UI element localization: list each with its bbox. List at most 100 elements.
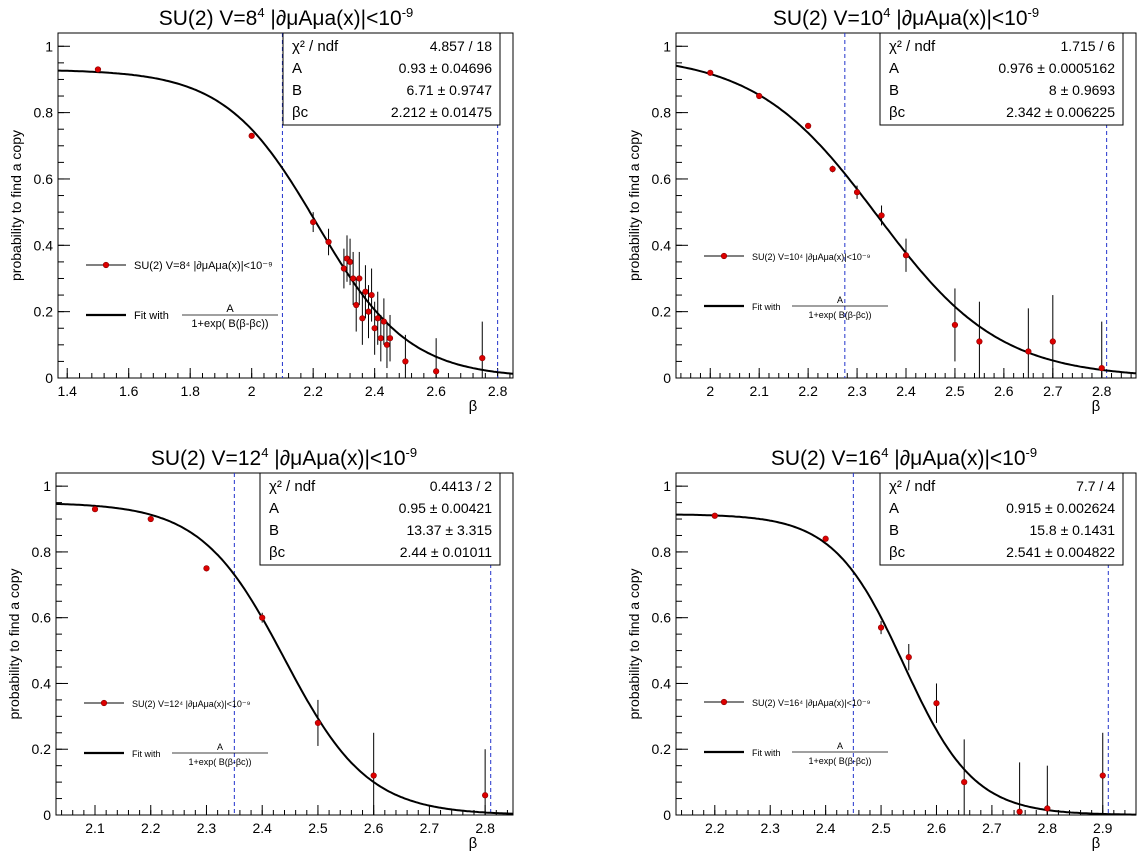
data-point (822, 535, 829, 542)
title-exponent: -9 (1028, 5, 1040, 20)
legend-fit-denominator: 1+exp( B(β-βc)) (191, 318, 268, 330)
legend-fit-label: Fit with (134, 310, 169, 322)
legend-data-label: SU(2) V=10⁴ |∂μAμa(x)|<10⁻⁹ (752, 252, 871, 262)
title-exponent: -9 (406, 445, 418, 460)
stats-label: χ² / ndf (269, 478, 316, 495)
data-point (353, 301, 360, 309)
stats-value: 13.37 ± 3.315 (406, 522, 492, 538)
y-tick-label: 0 (663, 370, 671, 386)
stats-value: 0.976 ± 0.0005162 (998, 60, 1115, 76)
data-point (1049, 338, 1056, 345)
data-point (374, 315, 381, 322)
stats-label: A (889, 60, 899, 77)
data-point (805, 122, 812, 129)
x-tick-label: 2.2 (303, 383, 323, 399)
title-text: |∂μAμa(x)|<10 (268, 447, 405, 470)
title-exponent: -9 (402, 5, 414, 20)
legend-fit-denominator: 1+exp( B(β-βc)) (808, 756, 871, 766)
x-tick-label: 1.6 (119, 383, 139, 399)
data-point (370, 772, 377, 779)
data-point (314, 719, 322, 727)
data-point (325, 238, 332, 246)
x-tick-label: 2.3 (197, 820, 217, 836)
chart-panel-4: SU(2) V=164 |∂μAμa(x)|<10-9 2.2 2.3 2.4 2.5 2… (626, 445, 1137, 852)
data-point (91, 506, 99, 513)
y-axis-label: probability to find a copy (626, 130, 642, 281)
chart-panel-2: SU(2) V=104 |∂μAμa(x)|<10-9 2 2.1 2.2 2.3 2.4… (626, 5, 1137, 415)
title-exponent: 4 (883, 5, 890, 20)
data-point (350, 275, 357, 282)
data-point (310, 218, 317, 226)
x-tick-label: 2.9 (1093, 820, 1113, 836)
x-tick-label: 2.4 (252, 820, 272, 836)
data-point (756, 92, 763, 100)
y-tick-label: 0.4 (652, 675, 672, 691)
data-point (383, 341, 391, 348)
data-point (368, 291, 375, 299)
x-tick-label: 2.7 (420, 820, 440, 836)
data-point (1025, 348, 1032, 355)
data-point (359, 315, 366, 322)
data-point (905, 654, 912, 661)
data-point (829, 165, 836, 173)
stats-label: βc (292, 104, 309, 121)
stats-label: B (269, 522, 279, 539)
y-tick-label: 0.6 (652, 171, 672, 187)
legend-data-marker (720, 698, 728, 706)
x-tick-label: 2.6 (927, 820, 947, 836)
x-tick-label: 1.4 (57, 383, 77, 399)
data-point (1016, 808, 1023, 815)
stats-box (259, 472, 501, 566)
x-tick-label: 2 (248, 383, 256, 399)
x-tick-label: 2.3 (760, 820, 780, 836)
x-tick-label: 2.8 (488, 383, 508, 399)
legend-fit-denominator: 1+exp( B(β-βc)) (808, 310, 871, 320)
stats-label: βc (269, 544, 286, 561)
data-point (933, 700, 940, 707)
stats-label: B (889, 522, 899, 539)
y-tick-label: 0.2 (652, 304, 672, 320)
x-tick-label: 2 (706, 383, 714, 399)
stats-value: 0.4413 / 2 (430, 478, 492, 494)
chart-title: SU(2) V=164 |∂μAμa(x)|<10-9 (771, 445, 1037, 470)
data-point (380, 318, 387, 325)
x-tick-label: 2.4 (816, 820, 836, 836)
fit-curve (55, 502, 514, 815)
legend-fit-label: Fit with (752, 302, 781, 312)
data-point (479, 354, 486, 362)
data-point (961, 779, 968, 786)
data-point (371, 325, 378, 332)
data-point (346, 258, 354, 265)
stats-label: A (889, 500, 899, 517)
x-tick-label: 2.8 (1038, 820, 1058, 836)
legend-data-marker (100, 699, 108, 707)
stats-box (282, 32, 501, 126)
stats-value: 2.44 ± 0.01011 (400, 544, 492, 560)
x-axis-label: β (1092, 398, 1101, 415)
stats-label: A (269, 500, 279, 517)
data-point (707, 69, 714, 76)
legend-fit-numerator: A (217, 742, 223, 752)
title-text: SU(2) V=12 (151, 447, 261, 470)
title-exponent: 4 (261, 445, 268, 460)
data-point (902, 252, 910, 259)
data-point (976, 338, 983, 345)
x-tick-label: 2.7 (1043, 383, 1063, 399)
stats-label: χ² / ndf (292, 38, 339, 55)
legend-fit-numerator: A (837, 741, 843, 751)
legend-data-label: SU(2) V=16⁴ |∂μAμa(x)|<10⁻⁹ (752, 698, 871, 708)
stats-value: 4.857 / 18 (430, 38, 492, 54)
data-point (365, 308, 372, 315)
data-point (147, 515, 154, 523)
legend-data-label: SU(2) V=12⁴ |∂μAμa(x)|<10⁻⁹ (132, 699, 251, 709)
title-text: SU(2) V=16 (771, 447, 881, 470)
stats-label: A (292, 60, 302, 77)
y-tick-label: 0.4 (652, 237, 672, 253)
legend-data-label: SU(2) V=8⁴ |∂μAμa(x)|<10⁻⁹ (134, 260, 273, 272)
stats-label: βc (889, 104, 906, 121)
legend-fit-numerator: A (837, 295, 843, 305)
data-point (248, 132, 255, 139)
chart-title: SU(2) V=104 |∂μAμa(x)|<10-9 (773, 5, 1039, 30)
x-tick-label: 2.6 (994, 383, 1014, 399)
legend-data-marker (102, 261, 110, 269)
